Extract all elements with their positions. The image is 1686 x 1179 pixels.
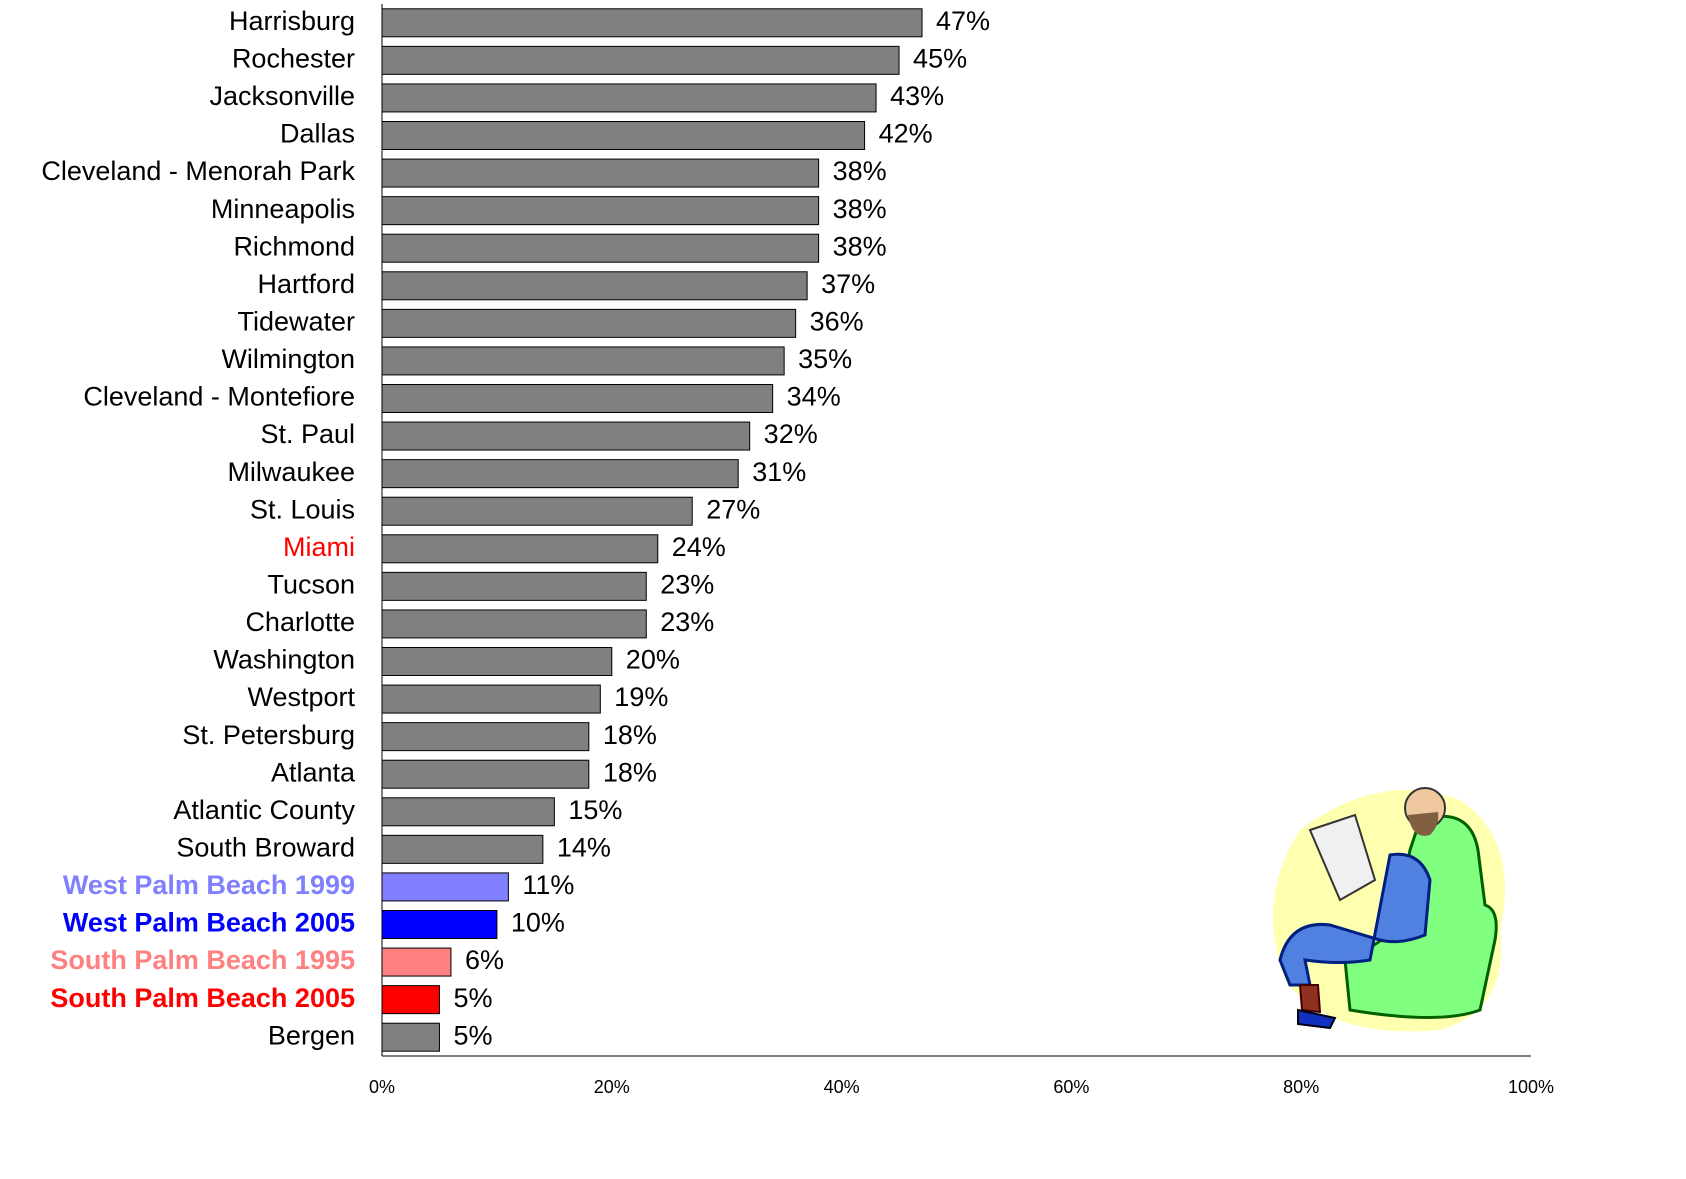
bar xyxy=(381,459,739,489)
value-label: 38% xyxy=(833,194,887,224)
value-label: 37% xyxy=(821,269,875,299)
bar xyxy=(381,910,498,939)
clipart-legs xyxy=(1298,984,1322,1014)
category-label: Richmond xyxy=(233,231,355,261)
value-label: 18% xyxy=(603,720,657,750)
x-tick-label: 0% xyxy=(369,1077,395,1097)
bar xyxy=(381,496,693,526)
bar xyxy=(381,83,877,113)
bar xyxy=(381,121,866,150)
category-label: Atlantic County xyxy=(173,795,355,825)
bar xyxy=(381,158,820,188)
bar xyxy=(381,8,923,38)
bar xyxy=(381,571,647,601)
category-label: Milwaukee xyxy=(227,457,355,487)
category-label: Minneapolis xyxy=(211,194,355,224)
clipart-shoes xyxy=(1297,1008,1337,1030)
bar xyxy=(381,985,440,1015)
bar xyxy=(381,233,820,263)
value-label: 35% xyxy=(798,344,852,374)
value-label: 38% xyxy=(833,231,887,261)
x-tick-label: 20% xyxy=(594,1077,630,1097)
bar xyxy=(381,872,509,902)
category-label: Tucson xyxy=(267,569,355,599)
bar xyxy=(381,834,544,864)
clipart xyxy=(1273,787,1505,1032)
value-label: 42% xyxy=(879,119,933,149)
value-label: 31% xyxy=(752,457,806,487)
bar xyxy=(381,421,751,451)
category-label: Westport xyxy=(247,682,355,712)
category-label: Harrisburg xyxy=(229,6,355,36)
category-label: Cleveland - Menorah Park xyxy=(41,156,355,186)
category-label: Hartford xyxy=(257,269,355,299)
value-label: 15% xyxy=(568,795,622,825)
category-label: St. Paul xyxy=(260,419,355,449)
value-label: 27% xyxy=(706,494,760,524)
category-label: St. Petersburg xyxy=(182,720,355,750)
category-label: Atlanta xyxy=(271,757,356,787)
category-label: Miami xyxy=(283,532,355,562)
bar xyxy=(381,271,808,301)
bar xyxy=(381,759,590,789)
clipart-person xyxy=(1278,852,1432,987)
clipart-beard xyxy=(1408,812,1439,836)
x-tick-label: 60% xyxy=(1053,1077,1089,1097)
clipart-newspaper xyxy=(1308,813,1377,902)
value-label: 36% xyxy=(810,306,864,336)
value-label: 23% xyxy=(660,607,714,637)
bar xyxy=(381,797,555,827)
bar xyxy=(381,384,774,413)
category-label: Washington xyxy=(213,645,355,675)
category-label: Charlotte xyxy=(245,607,355,637)
bar xyxy=(381,346,785,376)
bar xyxy=(381,947,452,977)
category-label: Bergen xyxy=(268,1020,355,1050)
value-label: 38% xyxy=(833,156,887,186)
category-label: Dallas xyxy=(280,119,355,149)
value-label: 32% xyxy=(764,419,818,449)
category-label: South Palm Beach 1995 xyxy=(50,945,355,975)
value-label: 5% xyxy=(453,983,492,1013)
bar xyxy=(381,308,797,338)
category-label: Rochester xyxy=(232,43,355,73)
category-label: South Palm Beach 2005 xyxy=(50,983,355,1013)
value-label: 20% xyxy=(626,645,680,675)
category-label: St. Louis xyxy=(250,494,355,524)
bar xyxy=(381,1022,440,1052)
category-label: Cleveland - Montefiore xyxy=(83,382,355,412)
bar xyxy=(381,45,900,75)
value-label: 11% xyxy=(522,870,574,900)
value-label: 5% xyxy=(453,1020,492,1050)
value-label: 34% xyxy=(787,382,841,412)
value-label: 14% xyxy=(557,832,611,862)
value-label: 23% xyxy=(660,569,714,599)
value-label: 10% xyxy=(511,908,565,938)
category-label: South Broward xyxy=(176,832,355,862)
bar xyxy=(381,609,647,639)
bar xyxy=(381,534,659,564)
x-tick-label: 80% xyxy=(1283,1077,1319,1097)
category-label: West Palm Beach 1999 xyxy=(63,870,355,900)
value-label: 43% xyxy=(890,81,944,111)
value-label: 45% xyxy=(913,43,967,73)
x-tick-label: 40% xyxy=(824,1077,860,1097)
category-label: Jacksonville xyxy=(209,81,355,111)
value-label: 24% xyxy=(672,532,726,562)
category-label: Tidewater xyxy=(237,306,355,336)
bar xyxy=(381,722,590,752)
value-label: 47% xyxy=(936,6,990,36)
value-label: 6% xyxy=(465,945,504,975)
value-label: 19% xyxy=(614,682,668,712)
category-label: West Palm Beach 2005 xyxy=(63,908,355,938)
x-tick-label: 100% xyxy=(1508,1077,1554,1097)
category-label: Wilmington xyxy=(221,344,355,374)
value-label: 18% xyxy=(603,757,657,787)
bar xyxy=(381,196,820,226)
bar xyxy=(381,684,601,714)
bar xyxy=(381,647,613,676)
